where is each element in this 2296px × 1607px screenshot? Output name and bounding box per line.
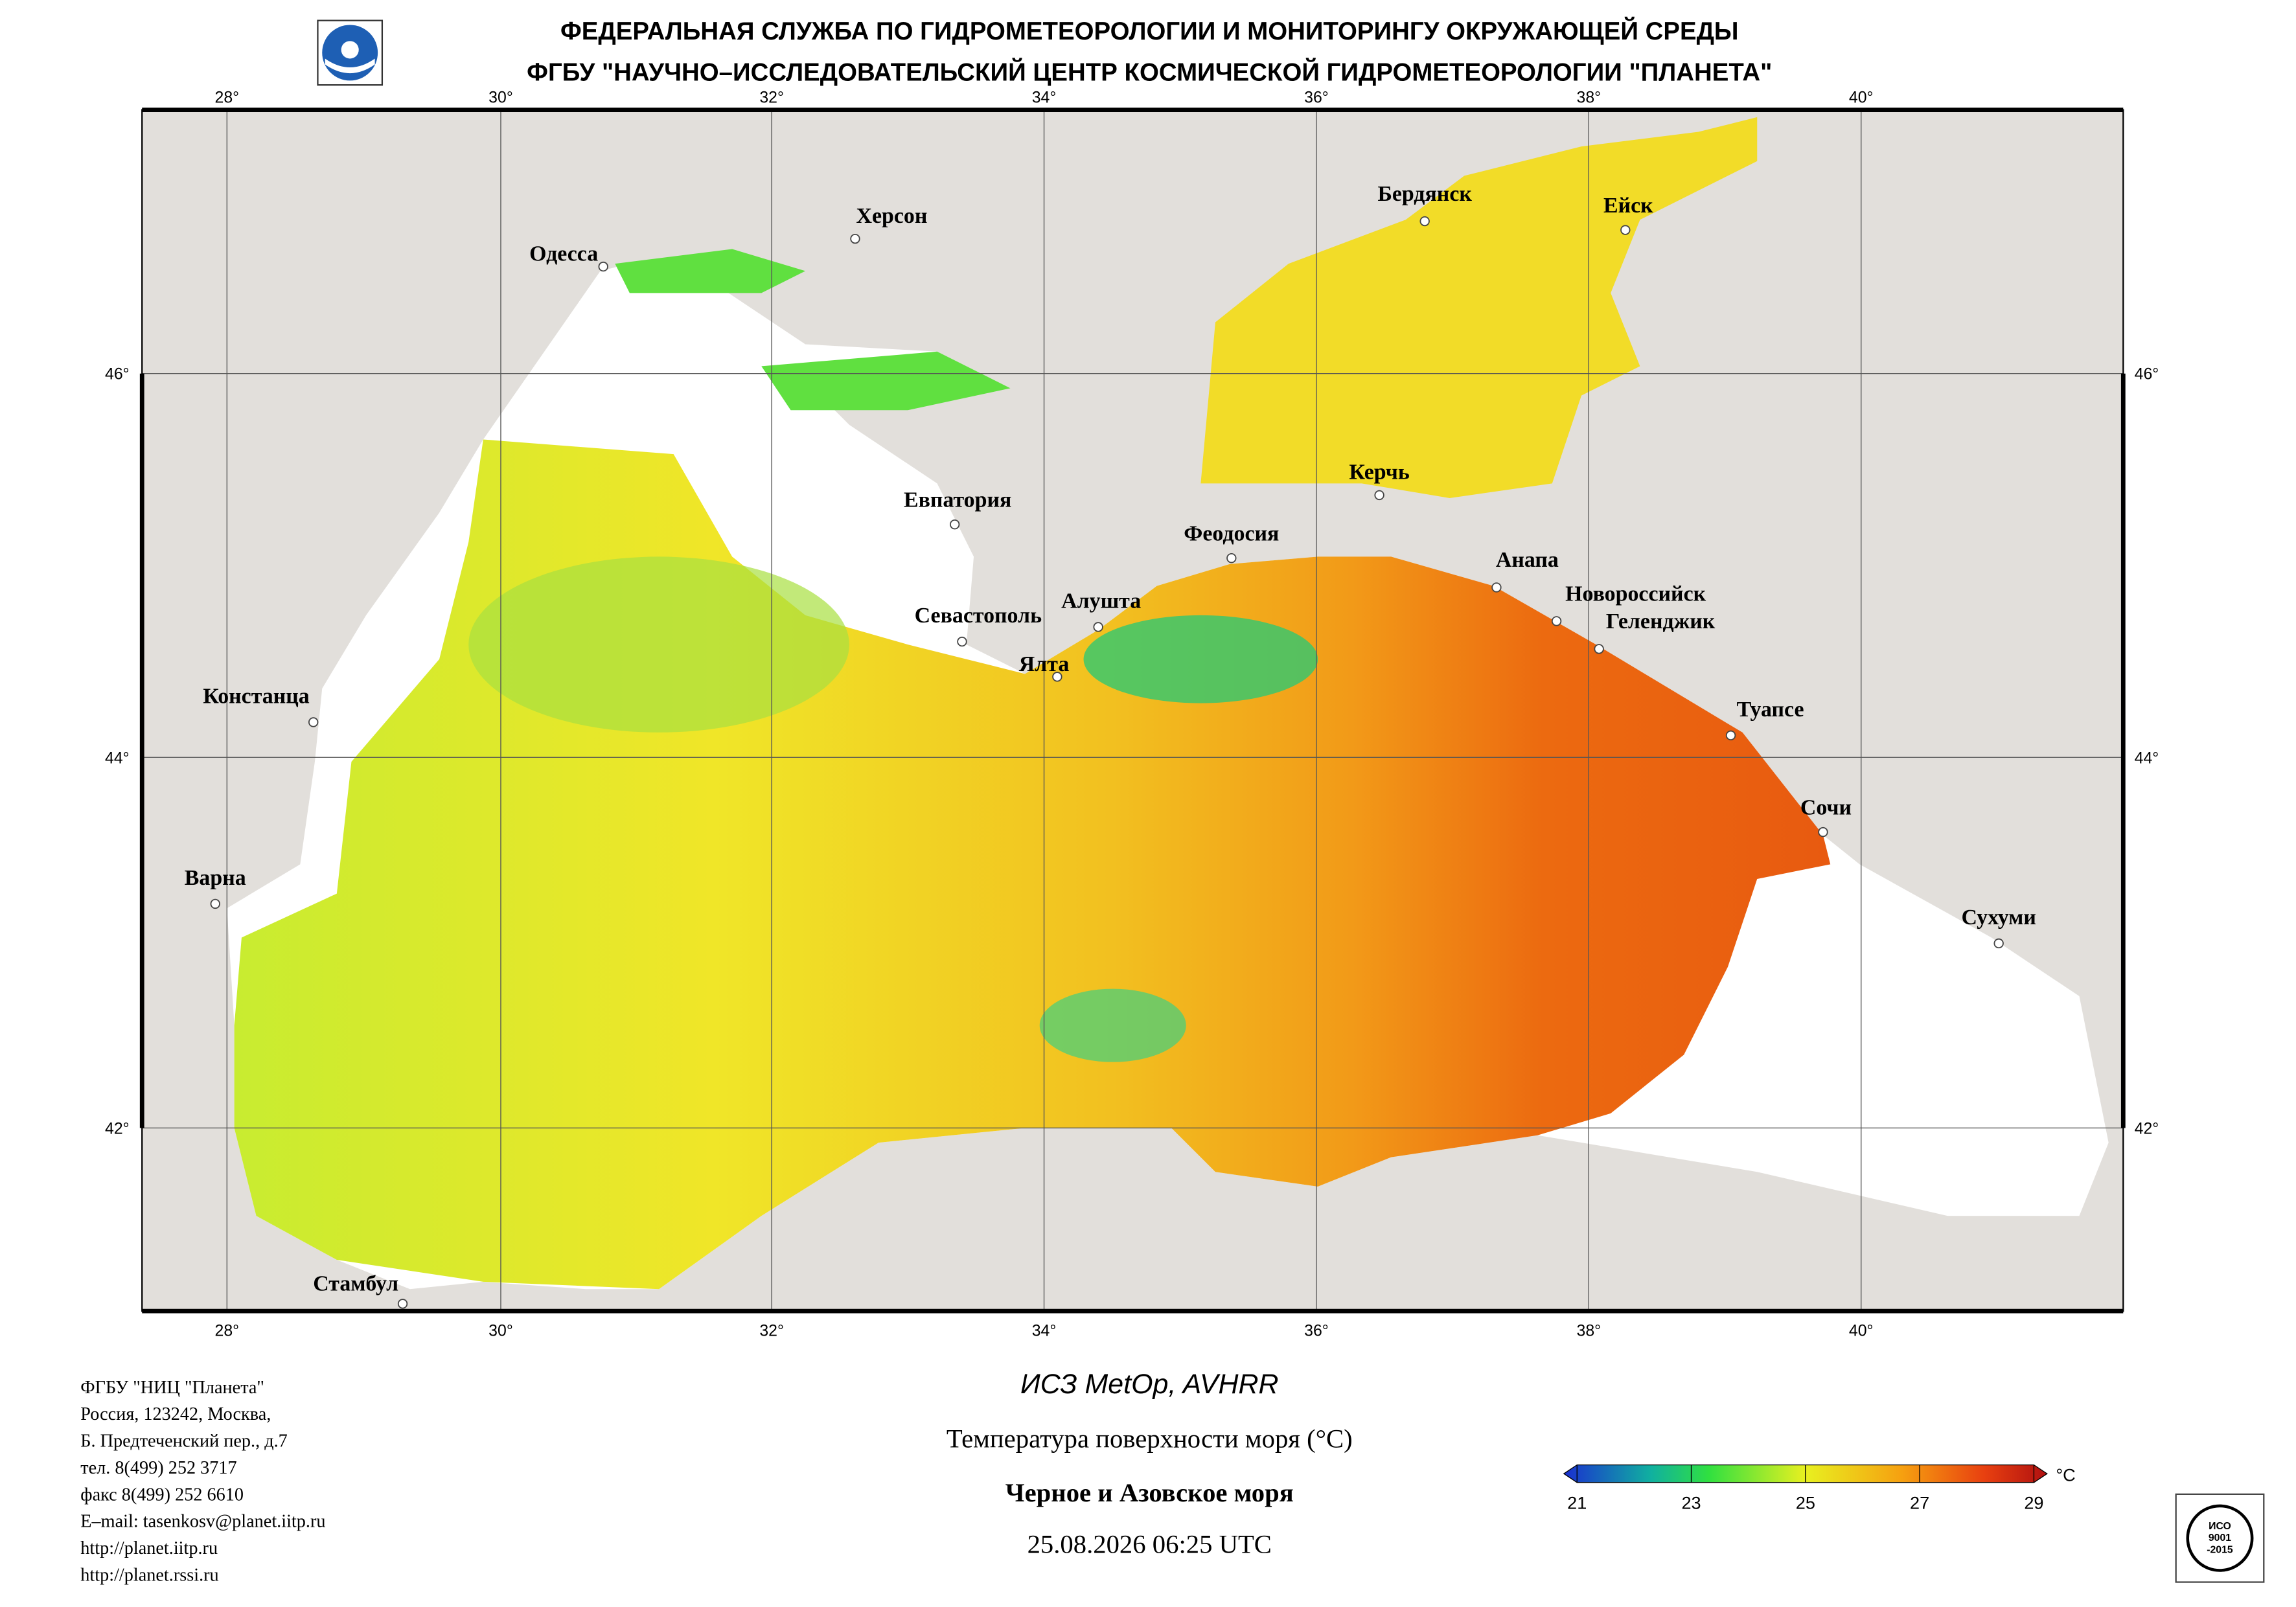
- city-dot: [1052, 672, 1062, 682]
- lon-label: 32°: [759, 88, 784, 106]
- cool-patch: [1039, 988, 1186, 1062]
- city-dot: [1093, 622, 1103, 632]
- city-label: Сухуми: [1961, 906, 2036, 929]
- city-label: Евпатория: [904, 488, 1011, 512]
- lon-label: 28°: [215, 88, 240, 106]
- city-dot: [598, 261, 608, 272]
- city-dot: [957, 636, 967, 647]
- city-label: Алушта: [1061, 589, 1141, 613]
- cool-patch: [615, 249, 806, 293]
- lon-label: 30°: [488, 1322, 513, 1340]
- city-label: Ейск: [1603, 194, 1653, 218]
- city-dot: [1620, 225, 1631, 235]
- city-dot: [1374, 490, 1384, 501]
- city-label: Сочи: [1800, 795, 1852, 819]
- address-line: тел. 8(499) 252 3717: [80, 1458, 236, 1478]
- colorbar-unit: °C: [2056, 1465, 2075, 1485]
- colorbar-tick-label: 23: [1681, 1492, 1701, 1512]
- address-line: факс 8(499) 252 6610: [80, 1485, 244, 1505]
- lon-label: 28°: [215, 1322, 240, 1340]
- city-label: Одесса: [529, 242, 598, 266]
- city-label: Херсон: [856, 204, 928, 228]
- caption-satellite: ИСЗ MetOp, AVHRR: [1020, 1369, 1278, 1400]
- cool-patch: [761, 351, 1011, 411]
- badge-text: ИСО: [2209, 1521, 2231, 1532]
- badge-text: 9001: [2209, 1533, 2231, 1544]
- city-dot: [1551, 616, 1562, 626]
- city-dot: [1226, 553, 1237, 564]
- header-line2: ФГБУ "НАУЧНО–ИССЛЕДОВАТЕЛЬСКИЙ ЦЕНТР КОС…: [527, 57, 1772, 86]
- lat-label: 46°: [2135, 365, 2159, 383]
- city-label: Стамбул: [313, 1271, 398, 1295]
- lon-label: 34°: [1032, 88, 1057, 106]
- colorbar-tick-label: 27: [1910, 1492, 1929, 1512]
- address-line: Россия, 123242, Москва,: [80, 1404, 271, 1424]
- lat-label: 44°: [2135, 749, 2159, 767]
- city-dot: [1818, 826, 1828, 838]
- lon-label: 36°: [1304, 1322, 1329, 1340]
- city-dot: [1419, 216, 1430, 227]
- colorbar-tick-label: 25: [1796, 1492, 1815, 1512]
- city-label: Анапа: [1496, 548, 1559, 572]
- lat-label: 46°: [105, 365, 130, 383]
- badge-text: -2015: [2207, 1544, 2233, 1555]
- lon-label: 40°: [1849, 1322, 1874, 1340]
- caption-region: Черное и Азовское моря: [1005, 1478, 1294, 1507]
- city-dot: [1725, 730, 1736, 741]
- lon-label: 38°: [1577, 88, 1601, 106]
- city-label: Феодосия: [1184, 522, 1279, 546]
- caption-datetime: 25.08.2026 06:25 UTC: [1027, 1529, 1272, 1558]
- azov-sea: [1200, 117, 1758, 498]
- address-line: Б. Предтеченский пер., д.7: [80, 1431, 287, 1452]
- city-label: Бердянск: [1377, 182, 1472, 206]
- city-label: Констанца: [203, 685, 309, 709]
- lon-label: 40°: [1849, 88, 1874, 106]
- city-dot: [850, 233, 860, 244]
- city-label: Керчь: [1349, 461, 1409, 484]
- caption-parameter: Температура поверхности моря (°C): [947, 1424, 1353, 1453]
- city-dot: [397, 1299, 408, 1309]
- cool-patch: [1083, 615, 1318, 703]
- colorbar-tick-label: 21: [1567, 1492, 1587, 1512]
- city-dot: [1491, 582, 1502, 593]
- lat-label: 42°: [2135, 1119, 2159, 1137]
- city-label: Туапсе: [1737, 698, 1804, 722]
- city-label: Варна: [185, 866, 246, 890]
- lon-label: 32°: [759, 1322, 784, 1340]
- city-dot: [949, 519, 960, 530]
- city-label: Севастополь: [915, 604, 1042, 628]
- lon-label: 30°: [488, 88, 513, 106]
- city-dot: [1993, 938, 2004, 949]
- cool-patch: [468, 556, 849, 733]
- badge: [2175, 1493, 2265, 1583]
- city-dot: [1594, 644, 1604, 654]
- lon-label: 34°: [1032, 1322, 1057, 1340]
- city-label: Новороссийск: [1565, 582, 1706, 606]
- lon-label: 38°: [1577, 1322, 1601, 1340]
- address-line: E–mail: tasenkosv@planet.iitp.ru: [80, 1512, 325, 1532]
- colorbar-tick-label: 29: [2024, 1492, 2043, 1512]
- city-label: Геленджик: [1606, 610, 1716, 633]
- lat-label: 44°: [105, 749, 130, 767]
- city-dot: [210, 898, 220, 909]
- address-line: http://planet.rssi.ru: [80, 1566, 218, 1586]
- map: [139, 108, 2126, 1314]
- lat-label: 42°: [105, 1119, 130, 1137]
- city-dot: [308, 717, 319, 727]
- city-label: Ялта: [1019, 652, 1070, 676]
- logo: [317, 19, 384, 86]
- address-line: ФГБУ "НИЦ "Планета": [80, 1378, 264, 1398]
- header-line1: ФЕДЕРАЛЬНАЯ СЛУЖБА ПО ГИДРОМЕТЕОРОЛОГИИ …: [560, 16, 1739, 45]
- lon-label: 36°: [1304, 88, 1329, 106]
- address-line: http://planet.iitp.ru: [80, 1538, 218, 1558]
